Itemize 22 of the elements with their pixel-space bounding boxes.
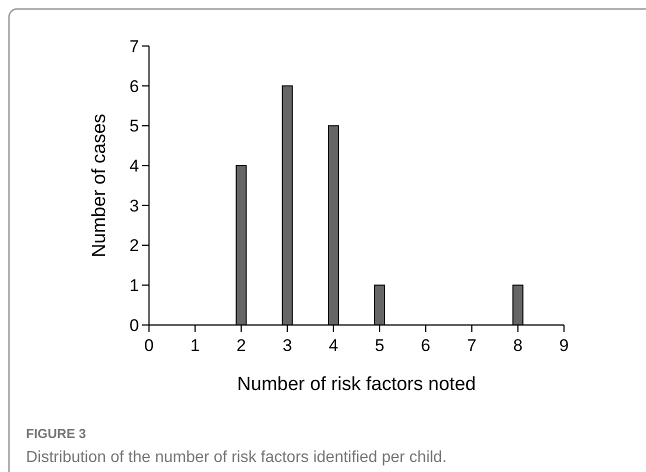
x-axis-title: Number of risk factors noted bbox=[237, 374, 476, 395]
y-tick-label: 3 bbox=[130, 196, 139, 216]
caption: FIGURE 3 bbox=[26, 426, 86, 441]
x-tick-label: 6 bbox=[420, 336, 430, 355]
x-tick-label: 7 bbox=[467, 336, 477, 355]
y-tick-label: 4 bbox=[130, 156, 139, 176]
y-tick-label: 7 bbox=[130, 36, 139, 56]
x-tick-label: 8 bbox=[513, 336, 523, 355]
x-tick-label: 3 bbox=[282, 336, 292, 355]
y-tick-label: 1 bbox=[130, 276, 139, 296]
y-tick-label: 2 bbox=[130, 236, 139, 256]
y-tick-label: 5 bbox=[130, 116, 139, 136]
text: Distribution of the number of risk factors identified per child. bbox=[26, 449, 447, 466]
x-tick-label: 1 bbox=[190, 336, 200, 355]
x-tick-label: 5 bbox=[374, 336, 384, 355]
y-axis-title: Number of cases bbox=[89, 114, 110, 258]
x-tick-label: 4 bbox=[328, 336, 338, 355]
y-tick-label: 0 bbox=[130, 316, 139, 335]
y-tick-label: 6 bbox=[130, 76, 139, 96]
x-tick-label: 2 bbox=[236, 336, 246, 355]
x-tick-label: 9 bbox=[559, 336, 569, 355]
x-tick-label: 0 bbox=[144, 336, 154, 355]
